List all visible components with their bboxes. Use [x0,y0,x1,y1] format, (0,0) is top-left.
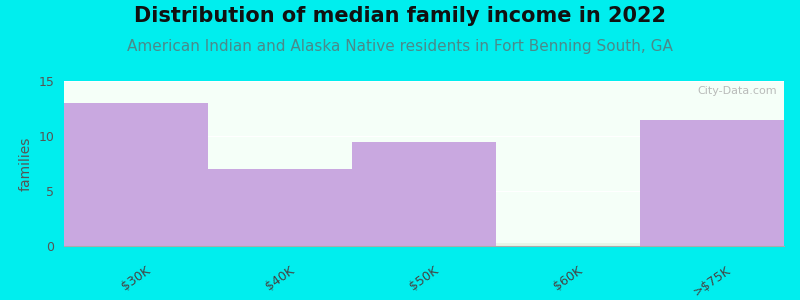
Bar [208,169,352,246]
Bar [640,119,784,246]
Text: $50K: $50K [407,264,441,293]
Text: American Indian and Alaska Native residents in Fort Benning South, GA: American Indian and Alaska Native reside… [127,39,673,54]
Y-axis label: families: families [19,136,33,191]
Text: $40K: $40K [263,264,297,293]
Text: >$75K: >$75K [691,264,733,299]
Text: City-Data.com: City-Data.com [697,86,777,96]
Text: Distribution of median family income in 2022: Distribution of median family income in … [134,6,666,26]
Bar [496,243,640,246]
Text: $60K: $60K [551,264,585,293]
Text: $30K: $30K [119,264,153,293]
Bar [352,142,496,246]
Bar [64,103,208,246]
